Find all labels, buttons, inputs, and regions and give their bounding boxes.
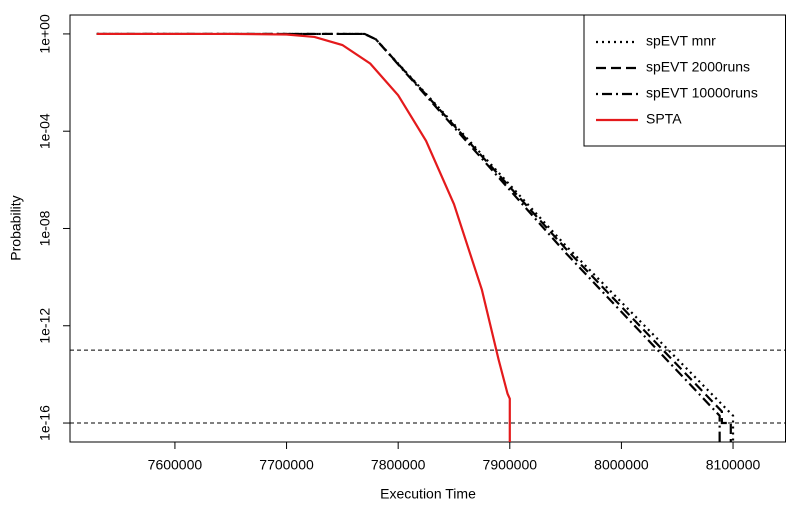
x-axis-label: Execution Time	[380, 486, 476, 502]
axes: 7600000 7700000 7800000 7900000 8000000 81000…	[37, 14, 761, 473]
series-line	[96, 32, 721, 442]
y-axis-label: Probability	[8, 195, 24, 260]
x-tick-label: 7600000	[148, 457, 203, 473]
plot-lines	[96, 32, 735, 442]
x-tick-label: 8000000	[594, 457, 649, 473]
y-tick-label: 1e-12	[37, 308, 53, 344]
legend-label: spEVT 10000runs	[646, 85, 758, 101]
y-tick-label: 1e-16	[37, 405, 53, 441]
series-line	[96, 32, 732, 442]
series-line	[96, 32, 511, 442]
y-tick-label: 1e+00	[37, 14, 53, 54]
reference-lines	[70, 349, 786, 424]
y-tick-label: 1e-08	[37, 210, 53, 246]
legend-label: spEVT mnr	[646, 33, 716, 49]
legend-label: spEVT 2000runs	[646, 59, 750, 75]
x-tick-label: 7700000	[259, 457, 314, 473]
x-tick-label: 8100000	[706, 457, 761, 473]
legend: spEVT mnr spEVT 2000runs spEVT 10000runs SP…	[583, 14, 786, 147]
x-tick-label: 7800000	[371, 457, 426, 473]
y-tick-label: 1e-04	[37, 113, 53, 149]
legend-label: SPTA	[646, 111, 682, 127]
x-tick-label: 7900000	[483, 457, 538, 473]
